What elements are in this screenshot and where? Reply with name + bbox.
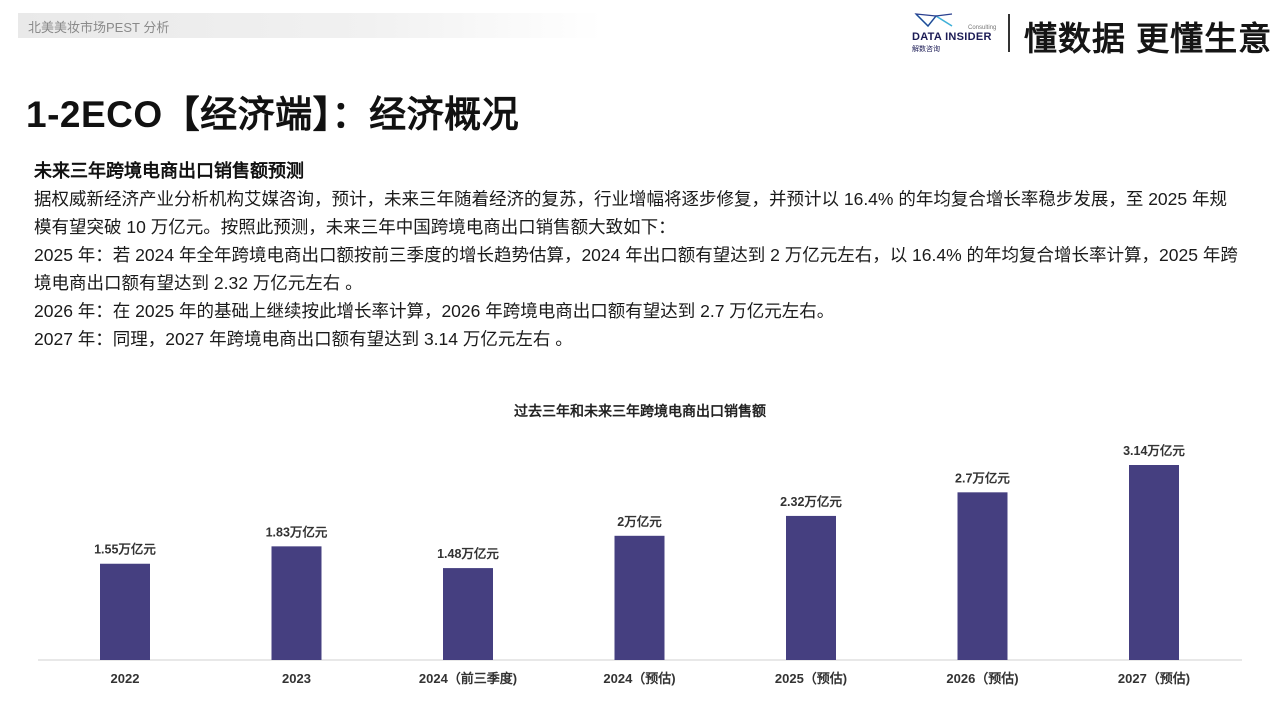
- data-label-0: 1.55万亿元: [94, 542, 156, 557]
- bar-6: [1129, 465, 1179, 660]
- data-label-3: 2万亿元: [617, 514, 662, 529]
- section-tag-text: 北美美妆市场PEST 分析: [28, 20, 170, 35]
- bar-0: [100, 563, 150, 660]
- x-tick-label-1: 2023: [282, 671, 311, 686]
- x-tick-label-2: 2024（前三季度): [419, 671, 517, 686]
- x-tick-label-0: 2022: [111, 671, 140, 686]
- data-label-6: 3.14万亿元: [1123, 443, 1185, 458]
- export-sales-chart: 过去三年和未来三年跨境电商出口销售额 1.55万亿元 2022 1.83万亿元 202…: [0, 390, 1280, 720]
- page-title: 1-2ECO【经济端】：经济概况: [26, 94, 520, 135]
- logo-cn-text: 解数咨询: [912, 46, 940, 53]
- x-tick-label-4: 2025（预估): [775, 671, 847, 686]
- data-label-1: 1.83万亿元: [266, 524, 328, 539]
- data-label-2: 1.48万亿元: [437, 546, 499, 561]
- data-label-5: 2.7万亿元: [955, 470, 1010, 485]
- logo-consulting-text: Consulting: [968, 25, 997, 31]
- bar-chart-svg: 过去三年和未来三年跨境电商出口销售额 1.55万亿元 2022 1.83万亿元 202…: [38, 403, 1242, 686]
- forecast-section: 未来三年跨境电商出口销售额预测 据权威新经济产业分析机构艾媒咨询，预计，未来三年…: [34, 158, 1244, 353]
- bar-4: [786, 515, 836, 660]
- bars-group: 1.55万亿元 2022 1.83万亿元 2023 1.48万亿元 2024（前三季度) 2…: [94, 443, 1190, 686]
- paragraph-intro: 据权威新经济产业分析机构艾媒咨询，预计，未来三年随着经济的复苏，行业增幅将逐步修…: [34, 189, 1227, 237]
- logo-mark-icon: [914, 13, 953, 28]
- x-tick-label-3: 2024（预估): [603, 671, 675, 686]
- paragraph-2025: 2025 年：若 2024 年全年跨境电商出口额按前三季度的增长趋势估算，202…: [34, 245, 1238, 293]
- section-tag: 北美美妆市场PEST 分析: [18, 13, 603, 38]
- bar-1: [271, 546, 322, 660]
- slogan: 懂数据 更懂生意: [1024, 20, 1273, 57]
- x-tick-label-5: 2026（预估): [946, 671, 1018, 686]
- chart-title: 过去三年和未来三年跨境电商出口销售额: [514, 403, 766, 419]
- bar-2: [443, 568, 493, 660]
- data-insider-logo: Consulting DATA INSIDER 解数咨询: [908, 10, 997, 54]
- bar-3: [614, 535, 665, 660]
- section-heading: 未来三年跨境电商出口销售额预测: [34, 161, 304, 181]
- x-tick-label-6: 2027（预估): [1118, 671, 1190, 686]
- logo-text: DATA INSIDER: [912, 31, 992, 43]
- paragraph-2027: 2027 年：同理，2027 年跨境电商出口额有望达到 3.14 万亿元左右 。: [34, 329, 573, 349]
- bar-5: [957, 492, 1008, 660]
- data-label-4: 2.32万亿元: [780, 494, 842, 509]
- header-divider: [1008, 14, 1010, 52]
- paragraph-2026: 2026 年：在 2025 年的基础上继续按此增长率计算，2026 年跨境电商出…: [34, 301, 835, 321]
